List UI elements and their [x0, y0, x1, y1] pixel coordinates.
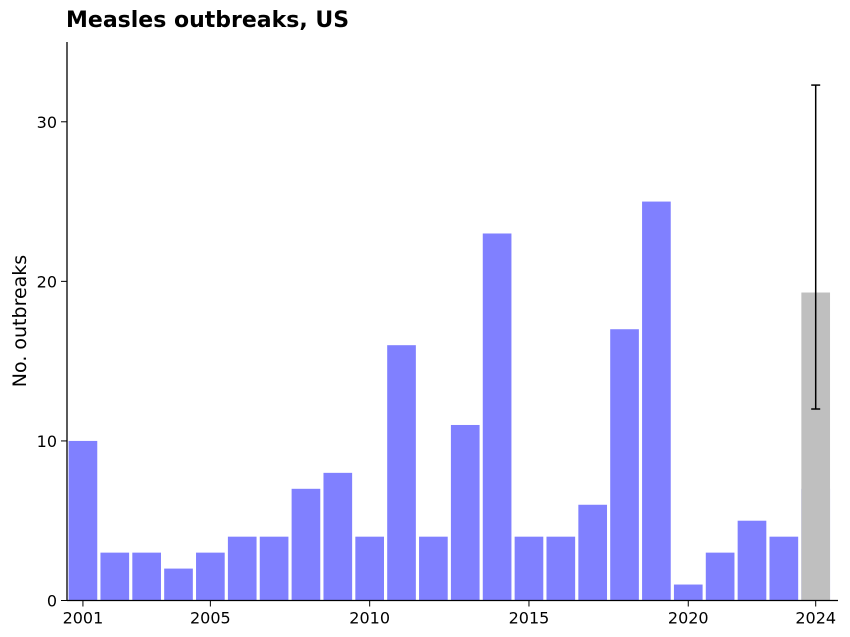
bar-2018 [610, 329, 639, 601]
axes [66, 42, 838, 602]
x-tick-label-2010: 2010 [349, 609, 390, 628]
error-bar [811, 84, 821, 410]
bars [68, 201, 831, 601]
x-tick-label-2005: 2005 [190, 609, 231, 628]
y-tick-label-20: 20 [37, 272, 57, 291]
bar-2017 [578, 504, 608, 601]
bar-2007 [259, 536, 289, 601]
bar-2012 [419, 536, 448, 601]
bar-2006 [227, 536, 257, 601]
x-tick-label-2001: 2001 [63, 609, 104, 628]
y-tick-label-30: 30 [37, 113, 57, 132]
y-tick-label-0: 0 [47, 592, 57, 611]
y-ticks: 0 10 20 30 [37, 113, 67, 611]
bar-2015 [514, 536, 544, 601]
y-axis-label: No. outbreaks [9, 255, 31, 387]
bar-2013 [450, 424, 480, 601]
bar-2022 [737, 520, 767, 601]
bar-2010 [355, 536, 385, 601]
bar-2005 [196, 552, 225, 601]
bar-2014 [482, 233, 512, 601]
x-tick-label-2024: 2024 [795, 609, 836, 628]
bar-2021 [705, 552, 735, 601]
bar-2011 [387, 345, 416, 601]
x-ticks: 2001 2005 2010 2015 2020 2024 [63, 600, 836, 628]
bar-2008 [291, 488, 321, 601]
bar-2002 [100, 552, 130, 601]
bar-2001 [68, 440, 98, 601]
bar-2004 [164, 568, 193, 601]
bar-2009 [323, 472, 353, 601]
y-tick-label-10: 10 [37, 432, 57, 451]
bar-2003 [132, 552, 161, 601]
bar-2020 [673, 584, 703, 601]
chart-title: Measles outbreaks, US [66, 8, 349, 33]
projection [801, 84, 831, 601]
bar-2023 [769, 536, 799, 601]
x-tick-label-2015: 2015 [509, 609, 550, 628]
bar-2019 [642, 201, 671, 601]
x-tick-label-2020: 2020 [668, 609, 709, 628]
bar-2016 [546, 536, 576, 601]
